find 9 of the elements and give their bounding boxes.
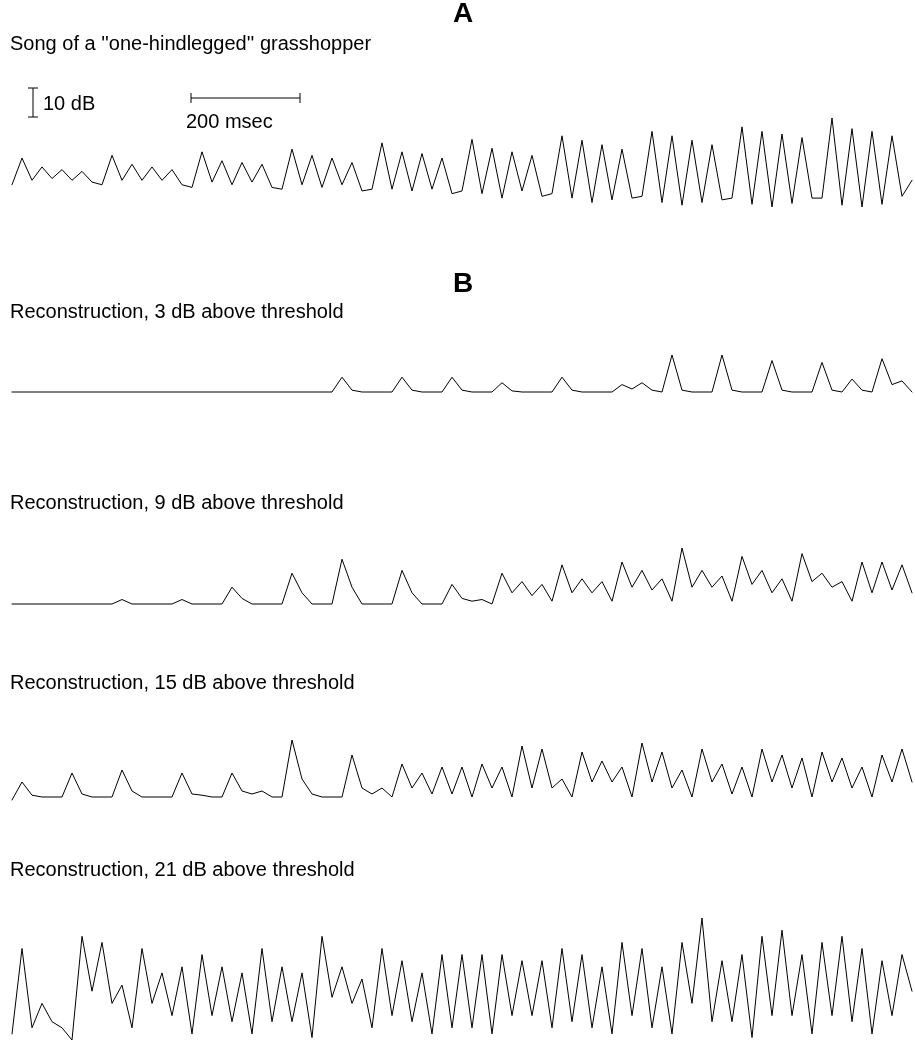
chart-title: Reconstruction, 9 dB above threshold [10,491,344,513]
chart-subtitle: Reconstruction, 3 dB above threshold [10,300,344,322]
annotation: 200 msec [186,110,273,132]
chart-title: Reconstruction, 15 dB above threshold [10,671,355,693]
text: 10 dB [43,92,96,114]
chart-title: A [452,0,474,28]
chart-subtitle: Song of a ''one-hindlegged'' grasshopper [10,32,372,54]
chart-title: B [452,267,474,298]
chart-title: Reconstruction, 21 dB above threshold [10,858,355,880]
